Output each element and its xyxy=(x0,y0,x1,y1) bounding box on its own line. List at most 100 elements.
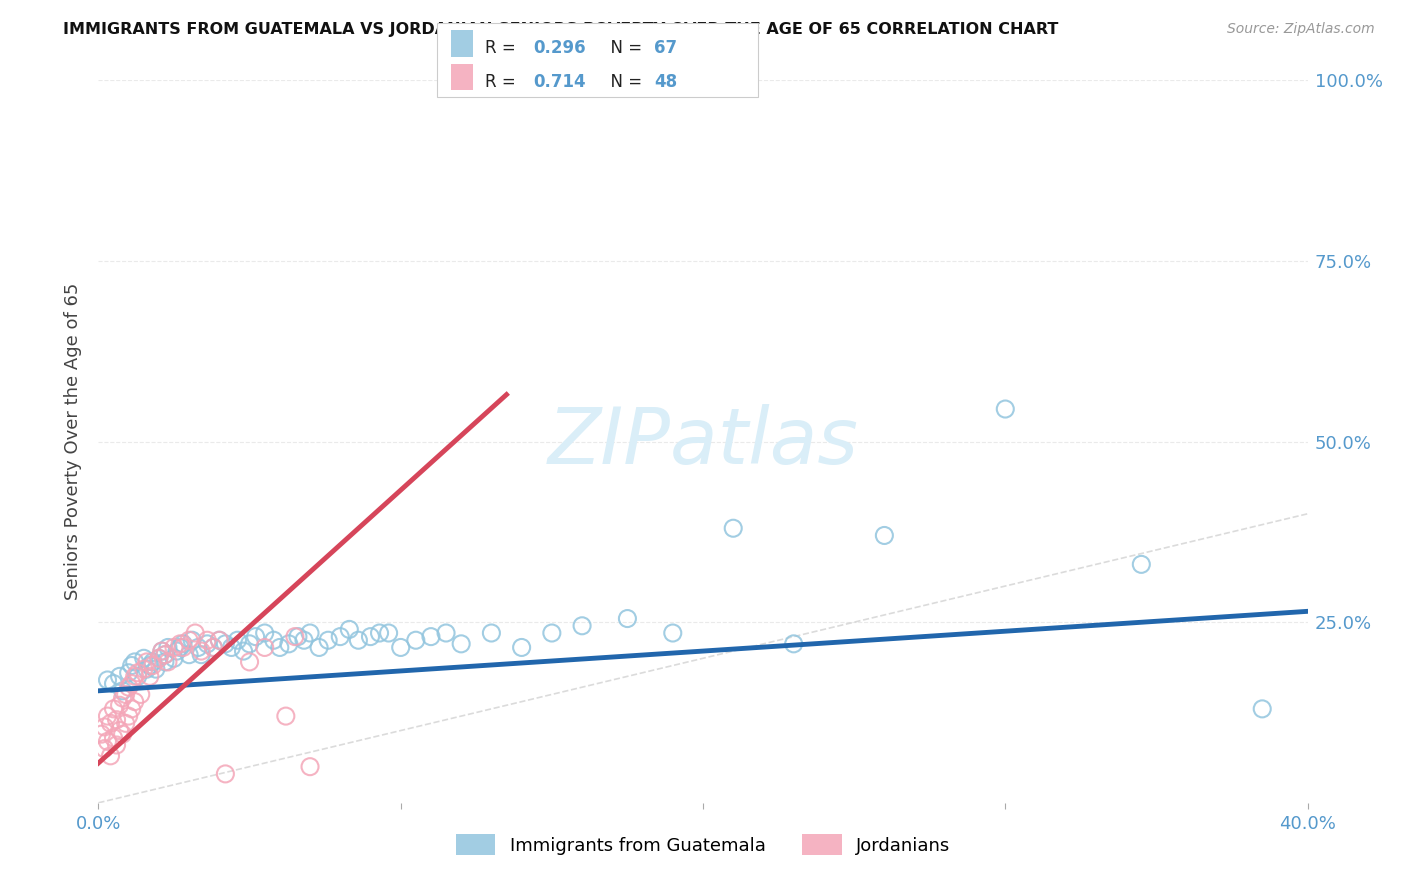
Point xyxy=(274,709,297,723)
Point xyxy=(208,633,231,648)
Point xyxy=(121,676,143,690)
Point xyxy=(121,702,143,716)
Point xyxy=(153,648,176,662)
Point xyxy=(118,709,141,723)
Point xyxy=(103,676,125,690)
Point xyxy=(571,619,593,633)
Point xyxy=(156,640,179,655)
Point xyxy=(114,716,136,731)
Point xyxy=(661,626,683,640)
Point xyxy=(105,738,128,752)
Point xyxy=(202,640,225,655)
Point xyxy=(153,648,176,662)
Point xyxy=(145,662,167,676)
Text: N =: N = xyxy=(600,39,648,57)
Point xyxy=(156,655,179,669)
Point xyxy=(179,633,201,648)
Text: N =: N = xyxy=(600,72,648,91)
Point xyxy=(142,655,165,669)
Point xyxy=(226,633,249,648)
Point xyxy=(172,637,194,651)
Point xyxy=(287,630,309,644)
Point xyxy=(163,651,186,665)
Point xyxy=(184,626,207,640)
Point xyxy=(214,767,236,781)
Text: 0.714: 0.714 xyxy=(533,72,585,91)
Point xyxy=(616,611,638,625)
Point xyxy=(405,633,427,648)
Point xyxy=(253,626,276,640)
Point xyxy=(111,683,134,698)
Point xyxy=(481,626,503,640)
Point xyxy=(368,626,391,640)
Point xyxy=(239,655,262,669)
Point xyxy=(132,651,155,665)
Point xyxy=(277,637,299,651)
Point xyxy=(135,655,157,669)
Point xyxy=(96,734,118,748)
Point xyxy=(111,691,134,706)
Point xyxy=(103,731,125,745)
Point xyxy=(127,669,149,683)
Point xyxy=(329,630,352,644)
Point xyxy=(994,402,1017,417)
Point xyxy=(124,695,146,709)
Point xyxy=(195,637,218,651)
Text: R =: R = xyxy=(485,39,522,57)
Point xyxy=(100,716,122,731)
Point xyxy=(299,760,322,774)
Point xyxy=(111,727,134,741)
Point xyxy=(108,723,131,738)
Point xyxy=(239,637,262,651)
Point xyxy=(195,633,218,648)
Point xyxy=(172,640,194,655)
Point xyxy=(510,640,533,655)
Point xyxy=(179,648,201,662)
Point xyxy=(263,633,285,648)
Point xyxy=(96,673,118,687)
Point xyxy=(190,644,212,658)
Point xyxy=(93,720,115,734)
Text: 0.296: 0.296 xyxy=(533,39,585,57)
Point xyxy=(166,644,188,658)
Point xyxy=(153,655,176,669)
Text: R =: R = xyxy=(485,72,522,91)
Point xyxy=(124,669,146,683)
Point xyxy=(299,626,322,640)
Point xyxy=(127,665,149,680)
Point xyxy=(450,637,472,651)
Point xyxy=(108,698,131,713)
Point xyxy=(221,640,243,655)
Point xyxy=(142,658,165,673)
Point xyxy=(121,658,143,673)
Point xyxy=(132,662,155,676)
Point xyxy=(337,623,360,637)
Point xyxy=(190,648,212,662)
Legend: Immigrants from Guatemala, Jordanians: Immigrants from Guatemala, Jordanians xyxy=(449,827,957,863)
Point xyxy=(93,741,115,756)
Point xyxy=(139,669,162,683)
Point xyxy=(389,640,412,655)
Point xyxy=(202,640,225,655)
Point xyxy=(420,630,443,644)
Point xyxy=(292,633,315,648)
Point xyxy=(208,633,231,648)
Point xyxy=(105,713,128,727)
Point xyxy=(148,651,170,665)
Point xyxy=(308,640,330,655)
Point xyxy=(90,727,112,741)
Point xyxy=(347,633,370,648)
Point xyxy=(1251,702,1274,716)
Point xyxy=(253,640,276,655)
Point xyxy=(783,637,806,651)
Text: 48: 48 xyxy=(654,72,676,91)
Text: IMMIGRANTS FROM GUATEMALA VS JORDANIAN SENIORS POVERTY OVER THE AGE OF 65 CORREL: IMMIGRANTS FROM GUATEMALA VS JORDANIAN S… xyxy=(63,22,1059,37)
Point xyxy=(187,640,209,655)
Point xyxy=(245,630,267,644)
Point xyxy=(163,640,186,655)
Point xyxy=(124,655,146,669)
Point xyxy=(434,626,457,640)
Point xyxy=(360,630,382,644)
Point xyxy=(108,669,131,683)
Point xyxy=(284,630,307,644)
